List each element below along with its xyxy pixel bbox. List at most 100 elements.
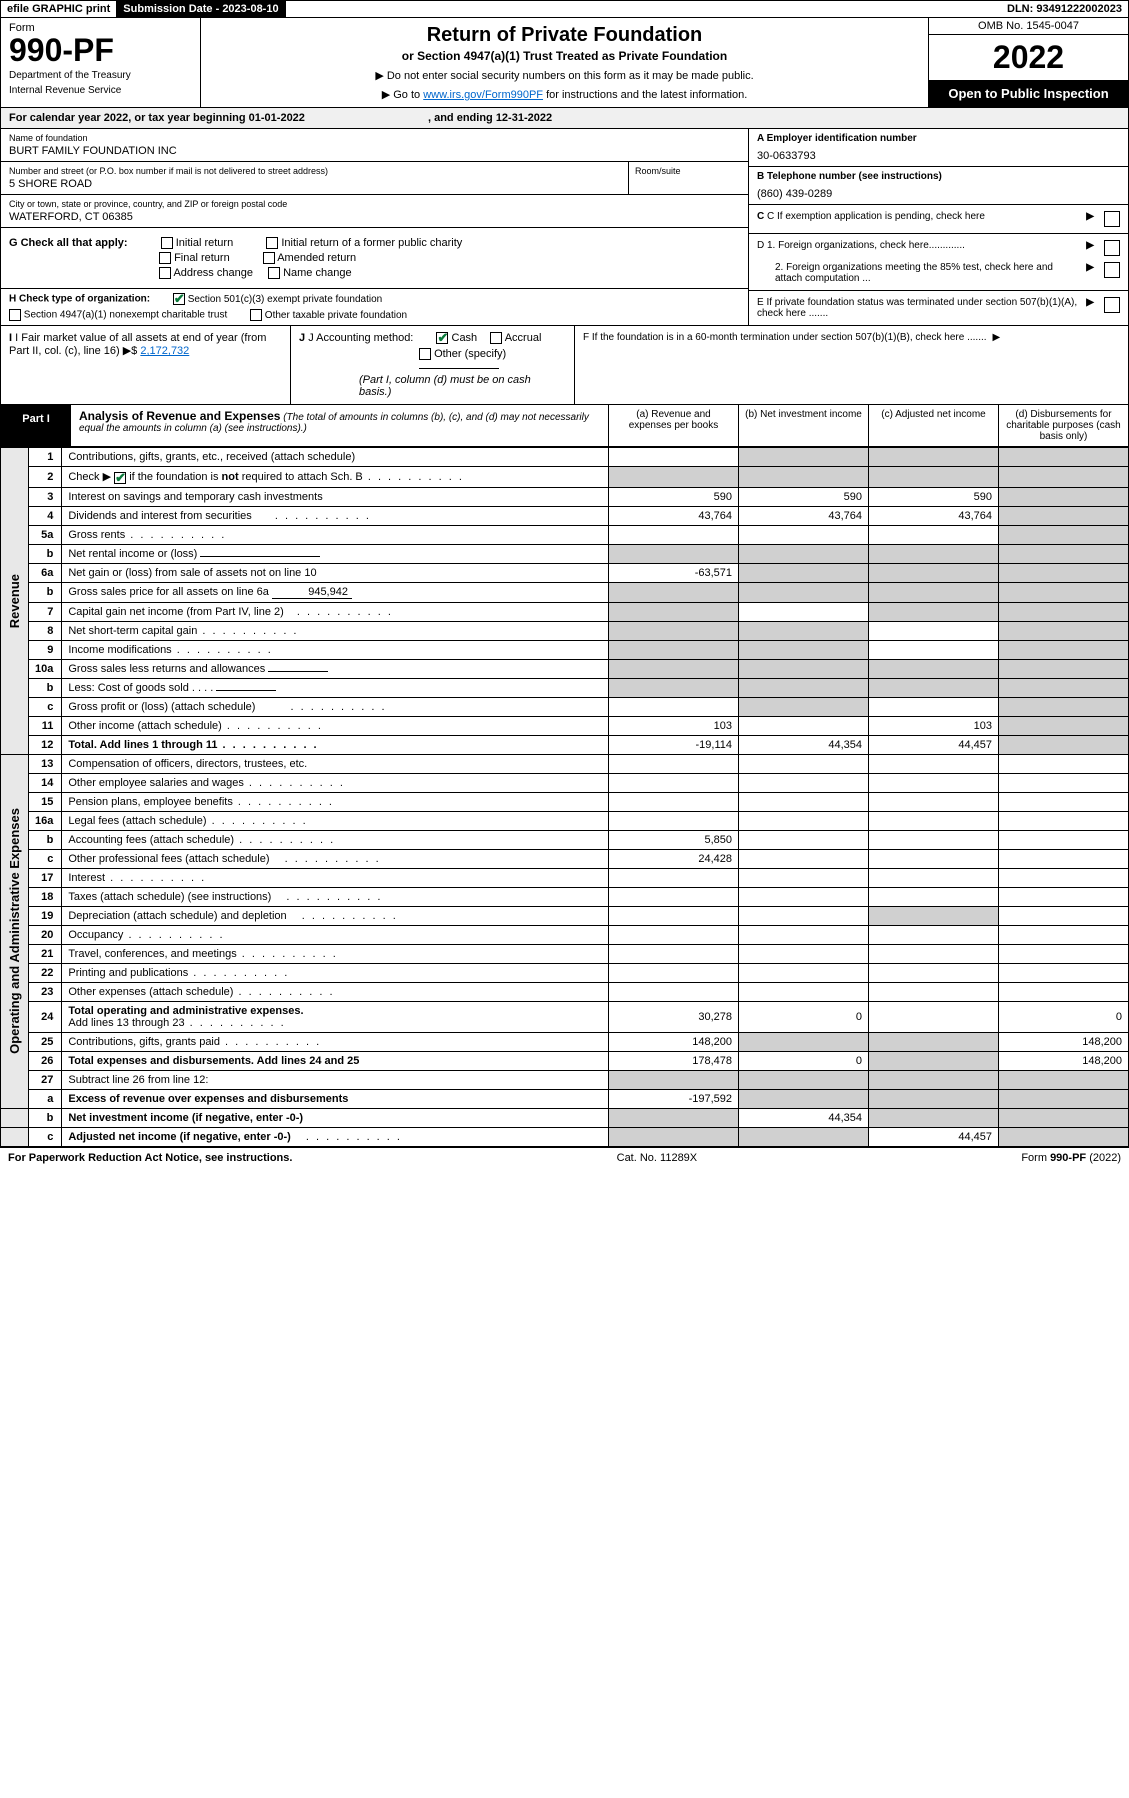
checkbox-accrual[interactable] [490,332,502,344]
checkbox-e[interactable] [1104,297,1120,313]
d2-label: 2. Foreign organizations meeting the 85%… [757,262,1080,284]
checkbox-other-taxable[interactable] [250,309,262,321]
row-16b-desc: Accounting fees (attach schedule) [68,834,234,846]
h-label: H Check type of organization: [9,294,150,305]
opt-501c3: Section 501(c)(3) exempt private foundat… [188,294,383,305]
opt-initial: Initial return [176,237,233,249]
note-ssn: Do not enter social security numbers on … [213,69,916,82]
checkbox-initial-return[interactable] [161,237,173,249]
note-suffix: for instructions and the latest informat… [543,89,747,101]
form-subtitle: or Section 4947(a)(1) Trust Treated as P… [213,49,916,63]
row-4-desc: Dividends and interest from securities [68,510,251,522]
row-20-desc: Occupancy [68,929,123,941]
f-label: F If the foundation is in a 60-month ter… [583,332,987,343]
col-c-head: (c) Adjusted net income [868,405,998,446]
row-8-desc: Net short-term capital gain [68,625,197,637]
r4a: 43,764 [609,506,739,525]
city-label: City or town, state or province, country… [9,199,740,209]
checkbox-sch-b[interactable] [114,472,126,484]
r26d: 148,200 [999,1051,1129,1070]
col-a-head: (a) Revenue and expenses per books [608,405,738,446]
row-17-desc: Interest [68,872,105,884]
row-6a-desc: Net gain or (loss) from sale of assets n… [62,563,609,582]
r6a: -63,571 [609,563,739,582]
r25d: 148,200 [999,1032,1129,1051]
part1-title: Analysis of Revenue and Expenses [79,409,280,423]
checkbox-initial-public[interactable] [266,237,278,249]
r26a: 178,478 [609,1051,739,1070]
col-b-head: (b) Net investment income [738,405,868,446]
r25a: 148,200 [609,1032,739,1051]
note-prefix: Go to [393,89,423,101]
checkbox-cash[interactable] [436,332,448,344]
arrow-icon: ▶ [1086,262,1094,284]
footer-mid: Cat. No. 11289X [617,1152,698,1164]
open-public: Open to Public Inspection [929,80,1128,107]
row-14-desc: Other employee salaries and wages [68,777,243,789]
checkbox-address-change[interactable] [159,267,171,279]
calendar-end: , and ending 12-31-2022 [428,112,552,124]
r2b: if the foundation is [129,471,221,483]
r11a: 103 [609,716,739,735]
opt-cash: Cash [452,332,478,344]
row-24a-desc: Total operating and administrative expen… [68,1005,303,1017]
ein-label: A Employer identification number [757,133,1120,144]
form-number: 990-PF [9,34,192,66]
r12a: -19,114 [609,735,739,754]
omb-number: OMB No. 1545-0047 [929,18,1128,35]
opt-final: Final return [174,252,230,264]
checkbox-other-method[interactable] [419,348,431,360]
phone-label: B Telephone number (see instructions) [757,171,1120,182]
e-label: E If private foundation status was termi… [757,297,1080,319]
checkbox-final[interactable] [159,252,171,264]
top-bar: efile GRAPHIC print Submission Date - 20… [0,0,1129,18]
foundation-name: BURT FAMILY FOUNDATION INC [9,145,740,157]
r3b: 590 [739,487,869,506]
checkbox-501c3[interactable] [173,293,185,305]
row-13-desc: Compensation of officers, directors, tru… [62,754,609,773]
c-label: C If exemption application is pending, c… [767,211,985,222]
row-3-desc: Interest on savings and temporary cash i… [62,487,609,506]
addr-label: Number and street (or P.O. box number if… [9,166,628,176]
dept-irs: Internal Revenue Service [9,85,192,96]
row-9-desc: Income modifications [68,644,171,656]
row-15-desc: Pension plans, employee benefits [68,796,233,808]
calendar-begin: For calendar year 2022, or tax year begi… [9,112,305,124]
r24a: 30,278 [609,1001,739,1032]
r27b-val: 44,354 [739,1108,869,1127]
fmv-value[interactable]: 2,172,732 [140,345,189,357]
r24b: 0 [739,1001,869,1032]
city-state-zip: WATERFORD, CT 06385 [9,211,740,223]
row-5b-desc: Net rental income or (loss) [68,548,197,560]
checkbox-4947[interactable] [9,309,21,321]
row-27b-desc: Net investment income (if negative, ente… [68,1112,303,1124]
part1-header: Part I Analysis of Revenue and Expenses … [0,405,1129,447]
irs-link[interactable]: www.irs.gov/Form990PF [423,89,543,101]
checkbox-c[interactable] [1104,211,1120,227]
i-label: I Fair market value of all assets at end… [9,332,266,357]
part1-label: Part I [1,405,71,446]
fmv-row: I I Fair market value of all assets at e… [0,326,1129,405]
footer-right: Form 990-PF (2022) [1021,1152,1121,1164]
checkbox-d2[interactable] [1104,262,1120,278]
r26b: 0 [739,1051,869,1070]
i-arrow: ▶$ [123,345,138,357]
r12c: 44,457 [869,735,999,754]
g-label: G Check all that apply: [9,237,128,249]
checkbox-d1[interactable] [1104,240,1120,256]
checkbox-amended[interactable] [263,252,275,264]
phone: (860) 439-0289 [757,188,1120,200]
r27a-val: -197,592 [609,1089,739,1108]
page-footer: For Paperwork Reduction Act Notice, see … [0,1147,1129,1168]
row-27-desc: Subtract line 26 from line 12: [62,1070,609,1089]
calendar-year-row: For calendar year 2022, or tax year begi… [0,108,1129,129]
ein: 30-0633793 [757,150,1120,162]
opt-accrual: Accrual [505,332,542,344]
row-6b-desc: Gross sales price for all assets on line… [68,586,269,598]
checkbox-name-change[interactable] [268,267,280,279]
row-16a-desc: Legal fees (attach schedule) [68,815,206,827]
row-27a-desc: Excess of revenue over expenses and disb… [62,1089,609,1108]
address: 5 SHORE ROAD [9,178,628,190]
r3a: 590 [609,487,739,506]
r16b-val: 5,850 [609,830,739,849]
